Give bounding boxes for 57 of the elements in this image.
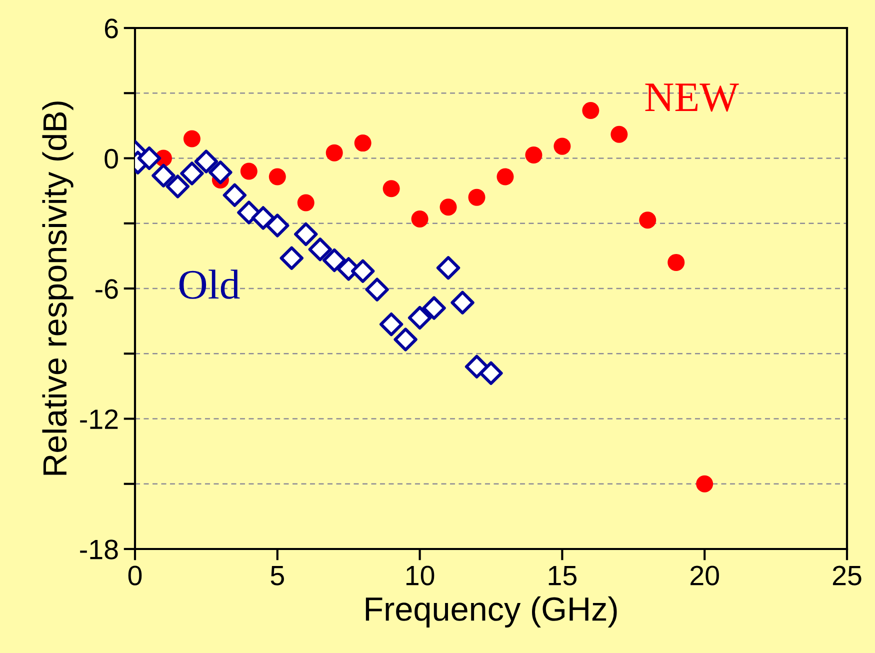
point <box>394 328 418 352</box>
point <box>237 200 261 224</box>
x-tick-label: 15 <box>548 566 576 586</box>
point <box>351 259 375 283</box>
point <box>379 312 404 336</box>
point <box>479 361 503 385</box>
point <box>194 150 218 174</box>
point <box>183 130 200 148</box>
point <box>582 102 600 119</box>
point <box>496 168 514 186</box>
point <box>382 180 400 198</box>
point <box>297 194 314 212</box>
point <box>266 214 290 238</box>
point <box>268 168 286 186</box>
point <box>408 306 432 330</box>
point <box>354 134 372 152</box>
x-tick-label: 0 <box>128 566 142 586</box>
y-tick-label: 6 <box>104 18 118 38</box>
point <box>294 222 318 246</box>
y-tick-label: -12 <box>80 409 118 429</box>
point <box>554 138 571 155</box>
point <box>152 164 176 188</box>
x-tick-label: 5 <box>270 566 284 586</box>
x-tick-label: 20 <box>690 566 719 586</box>
point <box>280 246 304 270</box>
point <box>436 256 460 280</box>
point <box>639 212 656 229</box>
point <box>180 162 204 186</box>
point <box>610 126 628 143</box>
point <box>440 198 457 216</box>
point <box>468 188 486 206</box>
point <box>365 278 389 302</box>
point <box>222 183 247 207</box>
y-axis-title: Relative responsivity (dB) <box>42 102 74 475</box>
point <box>208 160 232 184</box>
point <box>450 290 474 314</box>
y-tick-label: -18 <box>80 540 118 560</box>
point <box>326 144 343 162</box>
point <box>464 354 489 378</box>
x-tick-label: 25 <box>832 566 862 586</box>
point <box>422 296 446 320</box>
y-tick-label: -6 <box>96 279 118 299</box>
point <box>251 206 275 230</box>
point <box>137 146 162 170</box>
x-axis-title: Frequency (GHz) <box>366 596 617 628</box>
point <box>411 210 428 228</box>
point <box>308 238 332 262</box>
y-tick-label: 0 <box>104 148 118 169</box>
series-label: NEW <box>645 84 739 112</box>
point <box>166 174 190 198</box>
point <box>322 248 346 272</box>
point <box>240 162 258 180</box>
series-label: Old <box>179 270 240 299</box>
point <box>668 254 685 271</box>
point <box>696 475 714 492</box>
point <box>525 146 542 164</box>
x-tick-label: 10 <box>406 566 434 586</box>
